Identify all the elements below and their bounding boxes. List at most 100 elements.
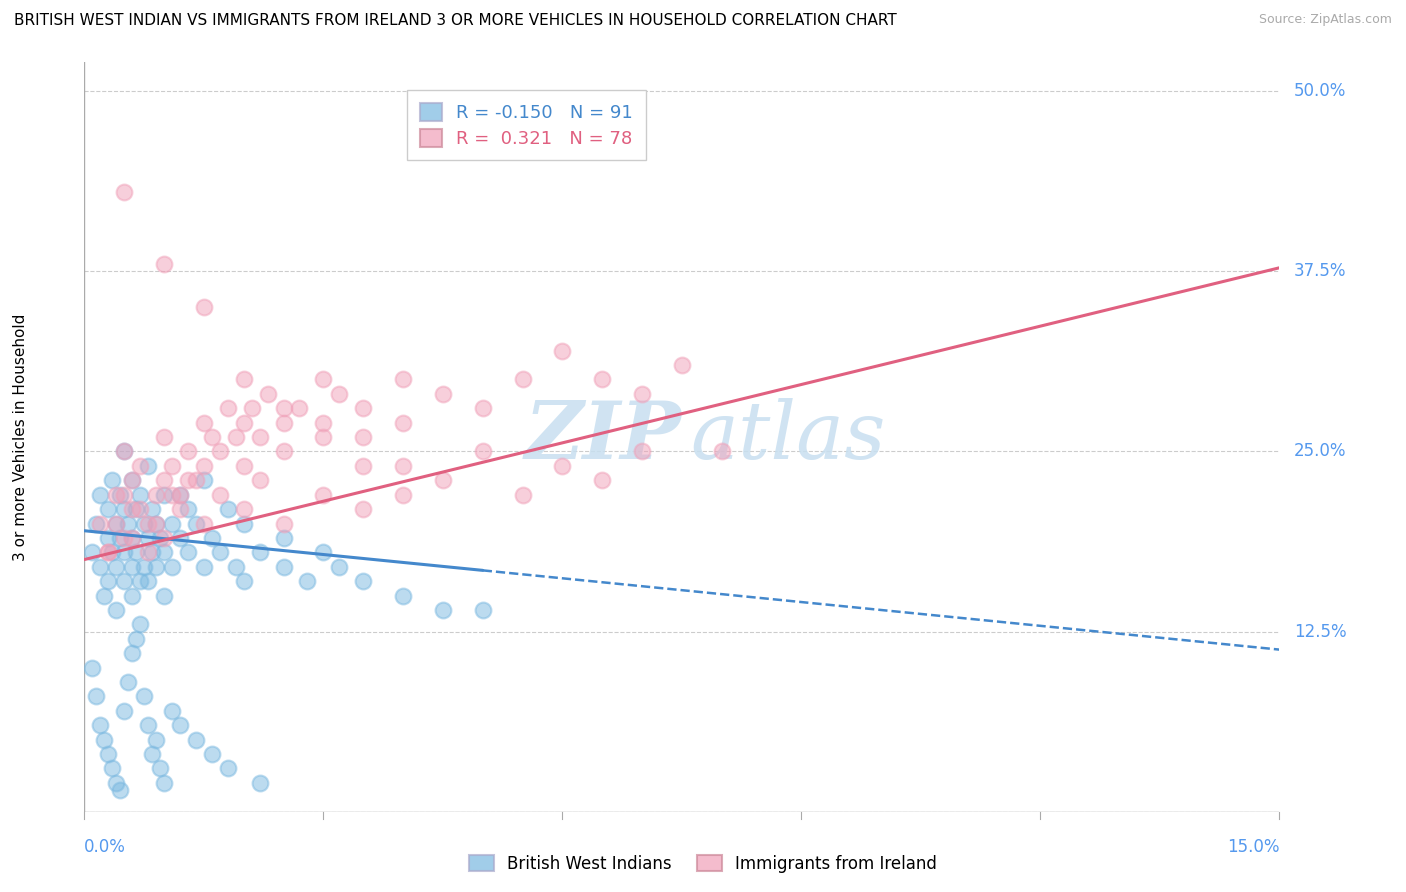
Point bbox=[145, 559, 167, 574]
Point bbox=[153, 589, 176, 603]
Point bbox=[232, 416, 254, 430]
Point bbox=[112, 444, 135, 458]
Point bbox=[89, 559, 111, 574]
Point bbox=[249, 545, 271, 559]
Point bbox=[352, 430, 374, 444]
Point bbox=[591, 372, 613, 386]
Legend: British West Indians, Immigrants from Ireland: British West Indians, Immigrants from Ir… bbox=[463, 848, 943, 880]
Point bbox=[169, 488, 191, 502]
Point bbox=[551, 458, 574, 473]
Point bbox=[193, 416, 215, 430]
Point bbox=[249, 473, 271, 487]
Point bbox=[153, 531, 176, 545]
Point bbox=[328, 559, 350, 574]
Point bbox=[217, 401, 239, 416]
Text: 0.0%: 0.0% bbox=[84, 838, 127, 855]
Point bbox=[141, 747, 163, 761]
Point bbox=[132, 690, 156, 704]
Point bbox=[112, 574, 135, 589]
Point bbox=[232, 516, 254, 531]
Point bbox=[273, 559, 295, 574]
Point bbox=[89, 516, 111, 531]
Point bbox=[392, 416, 415, 430]
Point bbox=[121, 531, 143, 545]
Text: 37.5%: 37.5% bbox=[1294, 262, 1347, 280]
Point bbox=[82, 545, 104, 559]
Point bbox=[112, 545, 135, 559]
Point bbox=[273, 416, 295, 430]
Point bbox=[121, 473, 143, 487]
Point bbox=[312, 545, 335, 559]
Text: Source: ZipAtlas.com: Source: ZipAtlas.com bbox=[1258, 13, 1392, 27]
Point bbox=[169, 718, 191, 732]
Point bbox=[432, 387, 454, 401]
Point bbox=[101, 473, 124, 487]
Point bbox=[145, 516, 167, 531]
Point bbox=[129, 488, 152, 502]
Point bbox=[105, 559, 128, 574]
Point bbox=[208, 545, 231, 559]
Point bbox=[184, 732, 207, 747]
Point bbox=[591, 473, 613, 487]
Text: 50.0%: 50.0% bbox=[1294, 82, 1346, 100]
Point bbox=[201, 531, 224, 545]
Point bbox=[129, 458, 152, 473]
Text: BRITISH WEST INDIAN VS IMMIGRANTS FROM IRELAND 3 OR MORE VEHICLES IN HOUSEHOLD C: BRITISH WEST INDIAN VS IMMIGRANTS FROM I… bbox=[14, 13, 897, 29]
Point bbox=[149, 531, 172, 545]
Point bbox=[392, 488, 415, 502]
Point bbox=[105, 516, 128, 531]
Point bbox=[136, 574, 159, 589]
Point bbox=[121, 559, 143, 574]
Text: atlas: atlas bbox=[690, 399, 886, 475]
Point bbox=[129, 502, 152, 516]
Point bbox=[169, 531, 191, 545]
Point bbox=[273, 401, 295, 416]
Point bbox=[201, 747, 224, 761]
Point bbox=[132, 516, 156, 531]
Point bbox=[392, 372, 415, 386]
Point bbox=[273, 516, 295, 531]
Point bbox=[177, 502, 200, 516]
Point bbox=[105, 516, 128, 531]
Point bbox=[93, 589, 115, 603]
Point bbox=[136, 458, 159, 473]
Point bbox=[121, 473, 143, 487]
Point bbox=[352, 502, 374, 516]
Point bbox=[249, 430, 271, 444]
Point bbox=[153, 545, 176, 559]
Point bbox=[160, 704, 183, 718]
Point bbox=[110, 783, 132, 797]
Point bbox=[193, 473, 215, 487]
Legend: R = -0.150   N = 91, R =  0.321   N = 78: R = -0.150 N = 91, R = 0.321 N = 78 bbox=[408, 90, 645, 161]
Point bbox=[312, 488, 335, 502]
Point bbox=[232, 502, 254, 516]
Point bbox=[125, 632, 148, 646]
Point bbox=[225, 430, 247, 444]
Point bbox=[671, 358, 693, 372]
Point bbox=[97, 545, 120, 559]
Point bbox=[86, 690, 108, 704]
Point bbox=[153, 488, 176, 502]
Point bbox=[112, 444, 135, 458]
Point bbox=[471, 401, 494, 416]
Point bbox=[352, 458, 374, 473]
Point bbox=[136, 545, 159, 559]
Point bbox=[512, 372, 534, 386]
Point bbox=[101, 762, 124, 776]
Point bbox=[631, 387, 654, 401]
Point bbox=[121, 502, 143, 516]
Point bbox=[93, 732, 115, 747]
Point bbox=[160, 488, 183, 502]
Point bbox=[153, 473, 176, 487]
Point bbox=[112, 502, 135, 516]
Point bbox=[117, 675, 139, 690]
Point bbox=[240, 401, 263, 416]
Point bbox=[97, 747, 120, 761]
Point bbox=[160, 559, 183, 574]
Point bbox=[273, 531, 295, 545]
Point bbox=[710, 444, 733, 458]
Point bbox=[121, 531, 143, 545]
Text: 12.5%: 12.5% bbox=[1294, 623, 1347, 640]
Point bbox=[297, 574, 319, 589]
Point bbox=[141, 502, 163, 516]
